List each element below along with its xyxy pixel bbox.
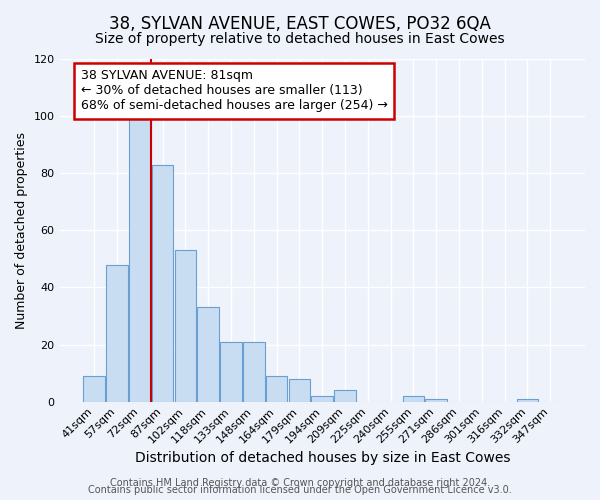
Text: 38, SYLVAN AVENUE, EAST COWES, PO32 6QA: 38, SYLVAN AVENUE, EAST COWES, PO32 6QA (109, 15, 491, 33)
Bar (106, 264, 128, 402)
Bar (334, 390, 356, 402)
Bar (83, 376, 105, 402)
Bar (152, 164, 173, 402)
Text: 38 SYLVAN AVENUE: 81sqm
← 30% of detached houses are smaller (113)
68% of semi-d: 38 SYLVAN AVENUE: 81sqm ← 30% of detache… (80, 70, 388, 112)
X-axis label: Distribution of detached houses by size in East Cowes: Distribution of detached houses by size … (134, 451, 510, 465)
Bar (129, 116, 151, 402)
Text: Contains public sector information licensed under the Open Government Licence v3: Contains public sector information licen… (88, 485, 512, 495)
Bar (220, 342, 242, 402)
Bar (425, 399, 447, 402)
Bar (266, 376, 287, 402)
Y-axis label: Number of detached properties: Number of detached properties (15, 132, 28, 329)
Bar (289, 379, 310, 402)
Bar (517, 399, 538, 402)
Bar (197, 308, 219, 402)
Bar (403, 396, 424, 402)
Bar (175, 250, 196, 402)
Text: Size of property relative to detached houses in East Cowes: Size of property relative to detached ho… (95, 32, 505, 46)
Text: Contains HM Land Registry data © Crown copyright and database right 2024.: Contains HM Land Registry data © Crown c… (110, 478, 490, 488)
Bar (243, 342, 265, 402)
Bar (311, 396, 333, 402)
